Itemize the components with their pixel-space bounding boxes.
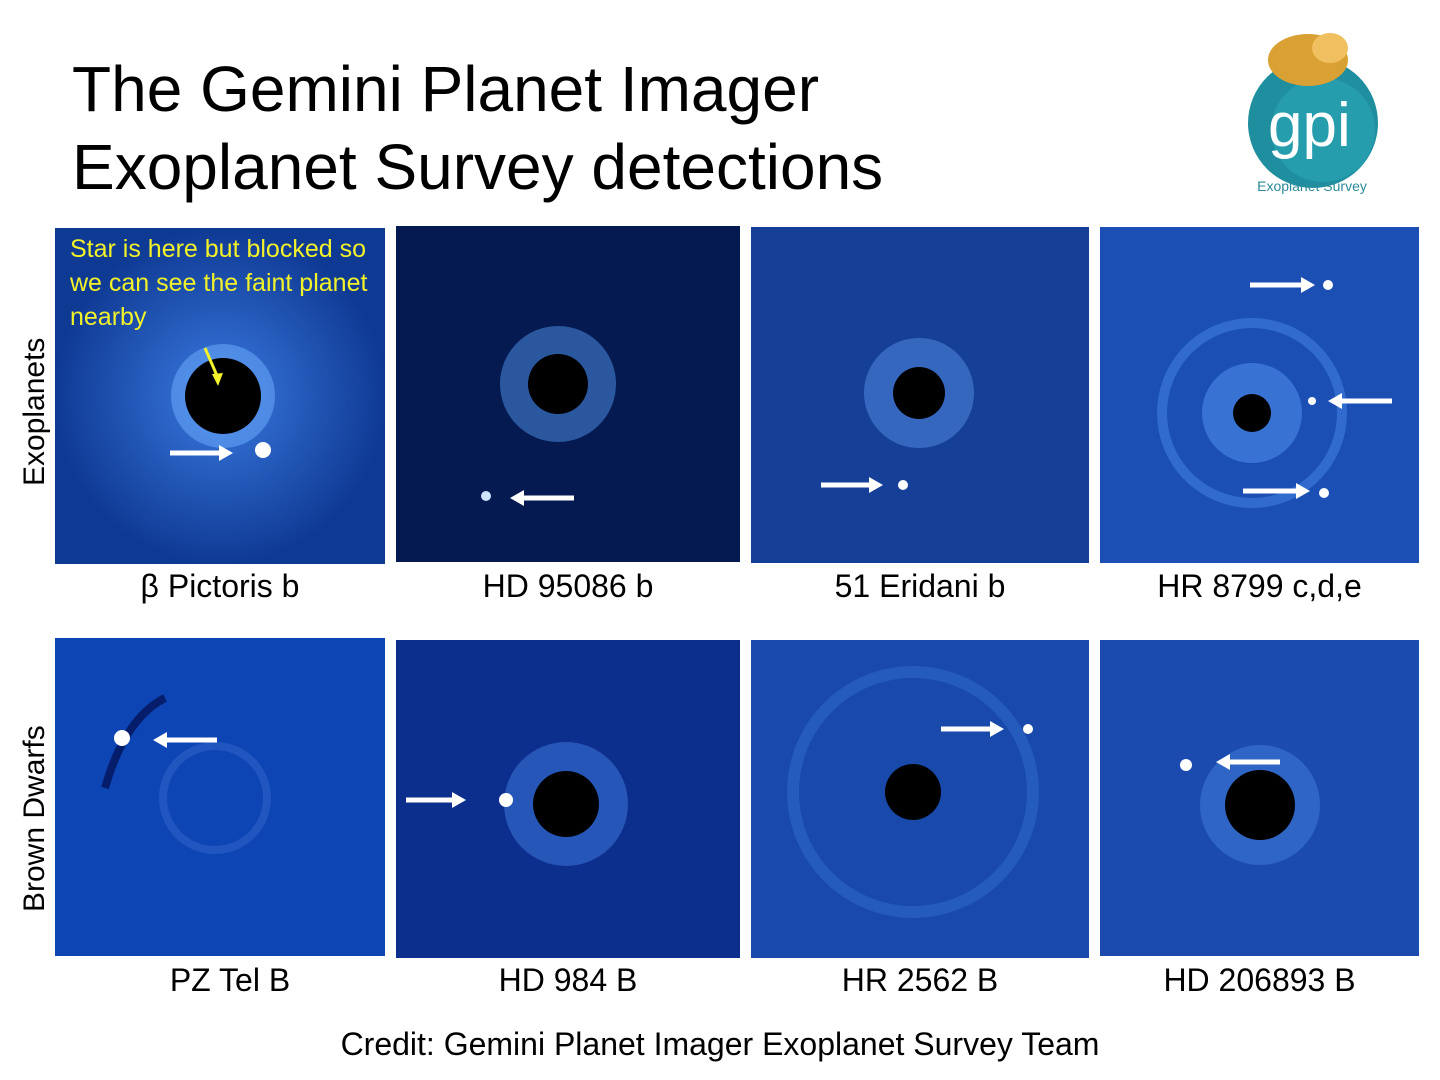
gpi-logo: gpi: [1238, 18, 1388, 198]
title-line-2: Exoplanet Survey detections: [72, 131, 884, 203]
white-arrow-icon: [406, 792, 466, 808]
image-panel-pz-tel: [55, 638, 385, 956]
white-arrow-icon: [1250, 277, 1315, 293]
caption-hd-95086-b: HD 95086 b: [482, 568, 654, 604]
credit-line: Credit: Gemini Planet Imager Exoplanet S…: [340, 1026, 1100, 1062]
image-panel-hr-8799: [1100, 227, 1419, 563]
white-arrow-icon: [941, 721, 1004, 737]
caption-hd-206893-b: HD 206893 B: [1163, 962, 1356, 998]
image-panel-hd-206893: [1100, 640, 1419, 956]
title-line-1: The Gemini Planet Imager: [72, 53, 819, 125]
logo-caption: Exoplanet Survey: [1257, 178, 1367, 194]
logo-mark-text: gpi: [1268, 91, 1351, 160]
annotation-star-blocked: Star is here but blocked so we can see t…: [70, 235, 368, 331]
row-label-brown-dwarfs: Brown Dwarfs: [18, 725, 51, 912]
white-arrow-icon: [821, 477, 883, 493]
white-arrow-icon: [1216, 754, 1280, 770]
image-panel-beta-pictoris: [55, 228, 385, 564]
caption-pz-tel-b: PZ Tel B: [169, 962, 291, 998]
caption-hr-8799: HR 8799 c,d,e: [1157, 568, 1362, 604]
white-arrow-icon: [153, 732, 217, 748]
caption-beta-pictoris-b: β Pictoris b: [140, 568, 300, 604]
white-arrow-icon: [170, 445, 233, 461]
caption-hd-984-b: HD 984 B: [498, 962, 638, 998]
white-arrow-icon: [1243, 483, 1310, 499]
image-panel-51-eridani: [751, 227, 1089, 563]
yellow-arrow-icon: [203, 347, 223, 386]
image-panel-hr-2562: [751, 640, 1089, 958]
image-panel-hd-95086: [396, 226, 740, 562]
image-panel-hd-984: [396, 640, 740, 958]
row-label-exoplanets: Exoplanets: [18, 337, 51, 486]
caption-hr-2562-b: HR 2562 B: [841, 962, 999, 998]
slide-title: The Gemini Planet Imager Exoplanet Surve…: [72, 50, 883, 206]
white-arrow-icon: [510, 490, 574, 506]
white-arrow-icon: [1328, 393, 1392, 409]
caption-51-eridani-b: 51 Eridani b: [834, 568, 1006, 604]
